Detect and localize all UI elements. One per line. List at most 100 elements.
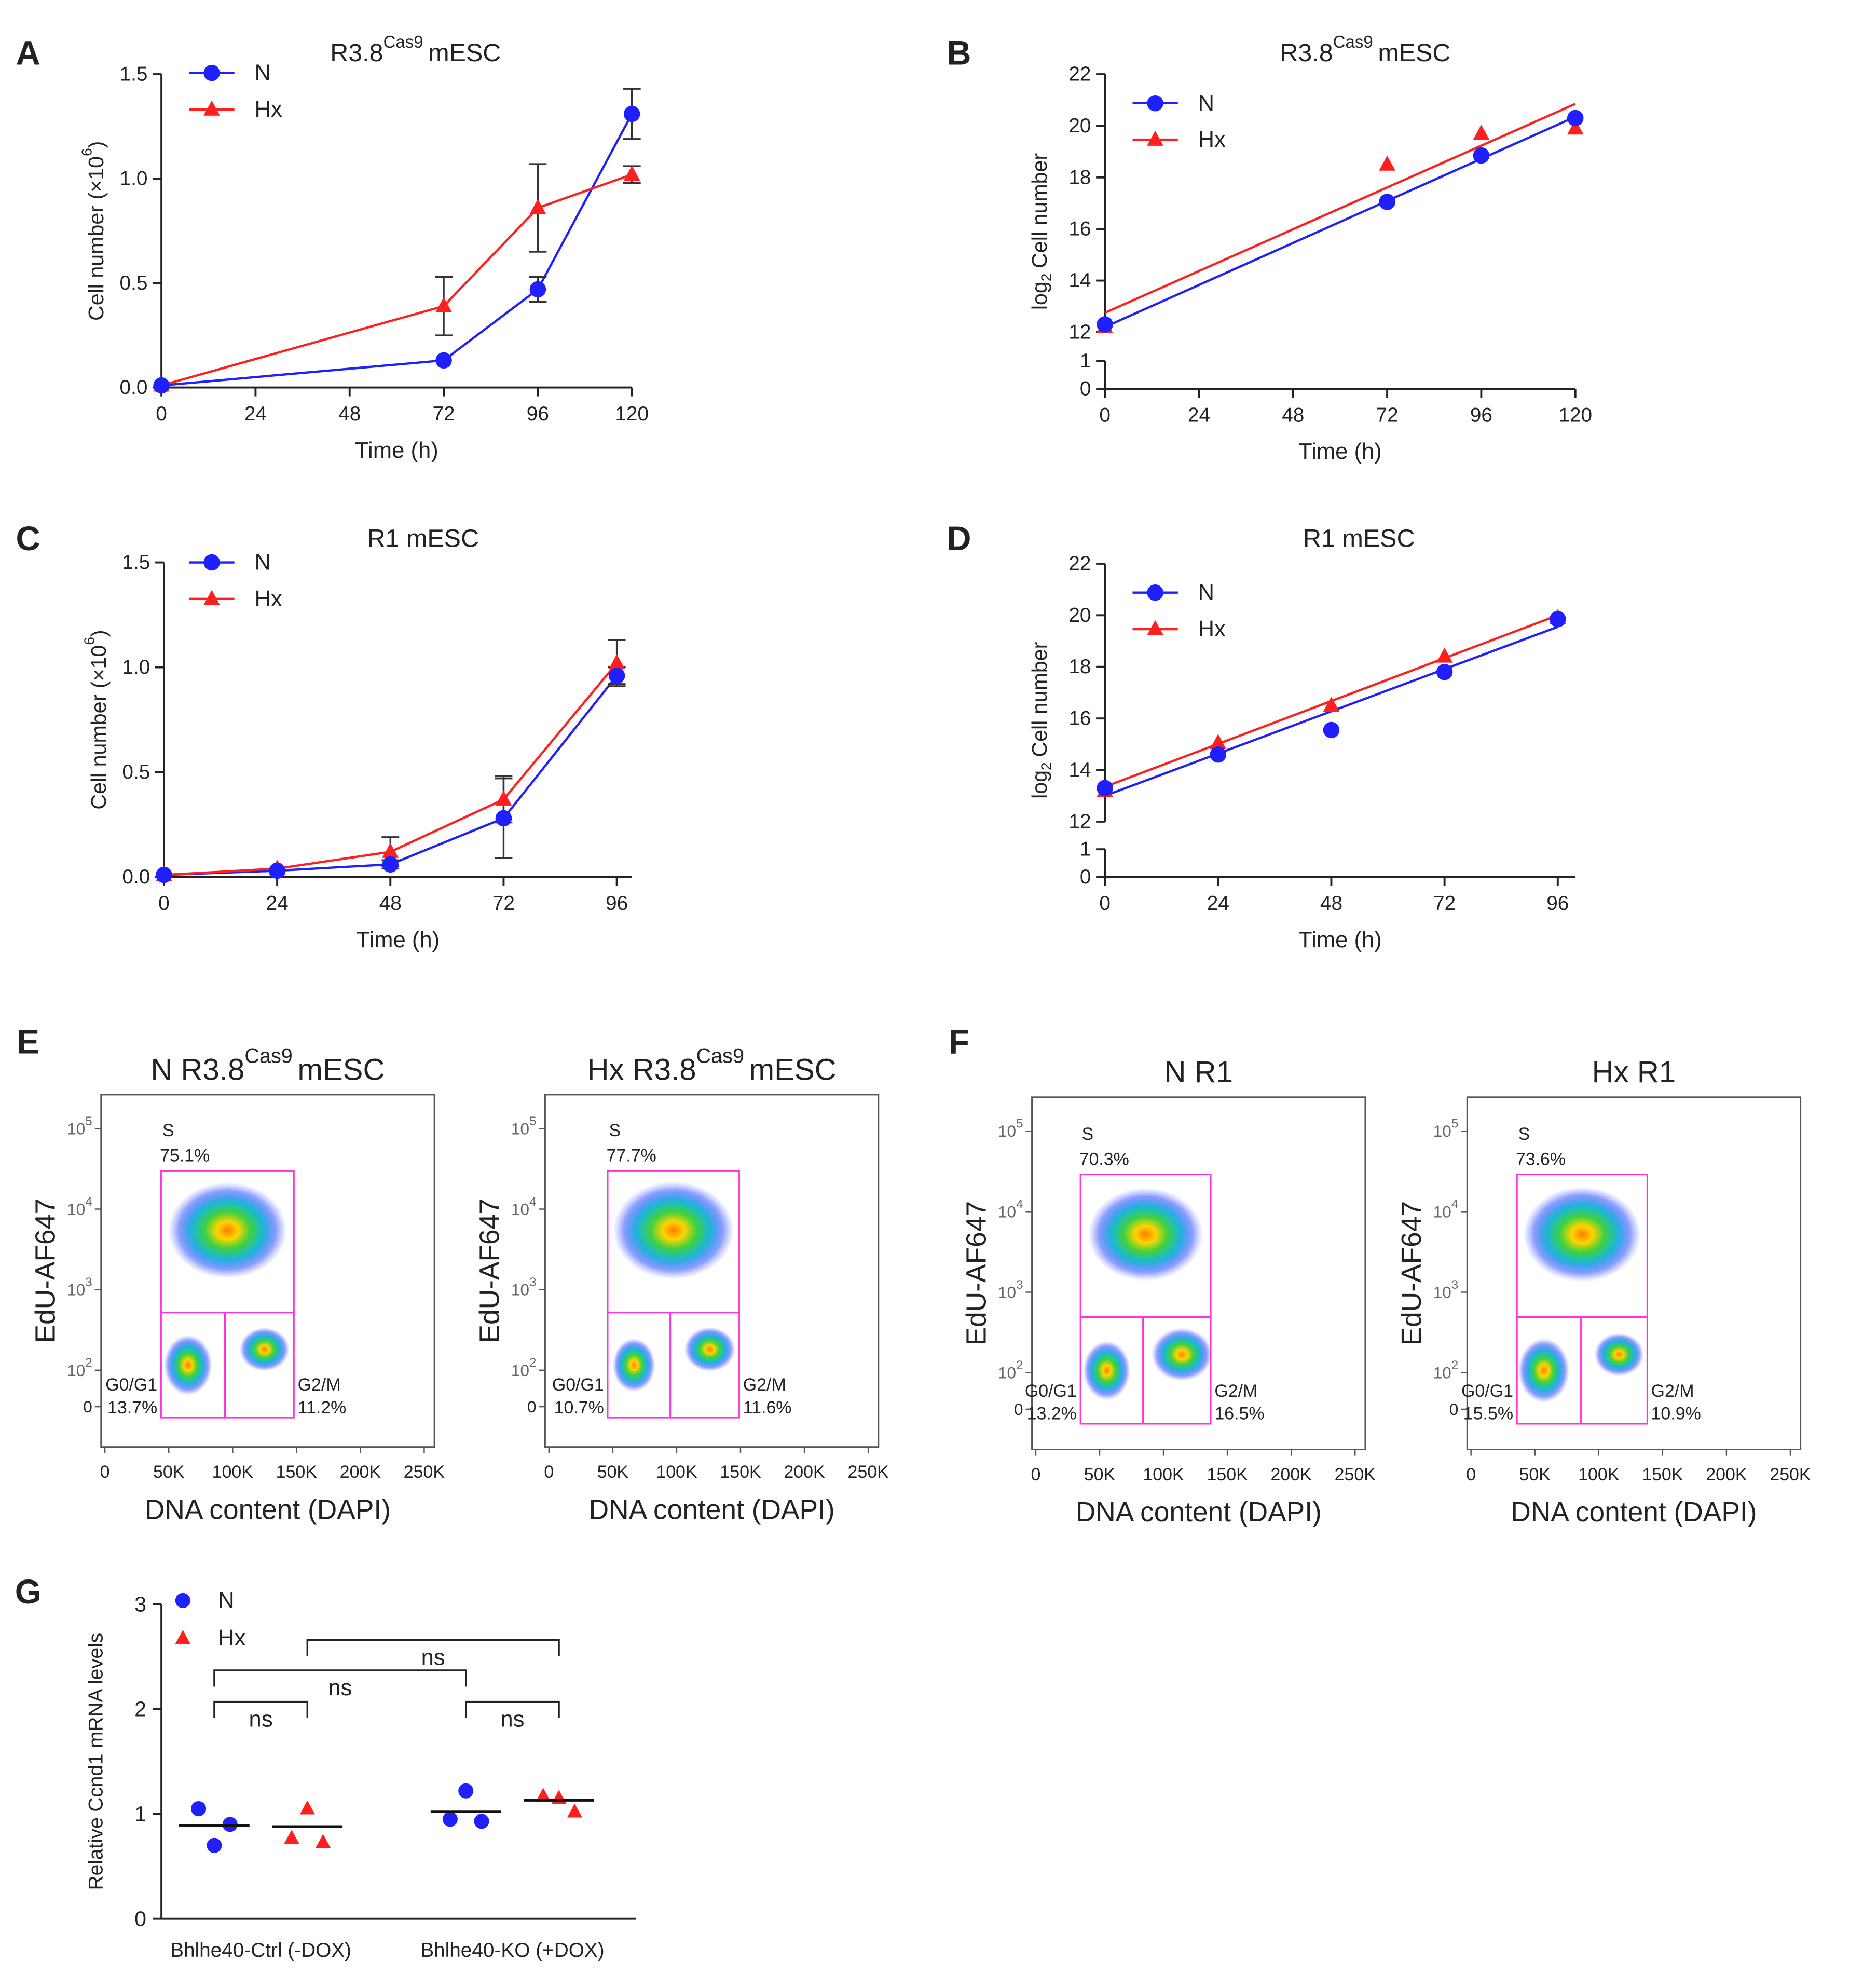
x-tick-label: 48 <box>338 403 361 425</box>
y-tick-label: 0 <box>527 1397 537 1416</box>
x-tick-label: 96 <box>1470 404 1492 426</box>
text-part: 2 <box>1038 762 1054 770</box>
text-part: 10 <box>1433 1122 1451 1140</box>
density-cloud <box>1151 1328 1213 1381</box>
plot-frame <box>544 1094 880 1448</box>
marker <box>191 1801 207 1817</box>
gate-percent: 77.7% <box>607 1146 656 1165</box>
y-axis-label: log2 Cell number <box>1027 642 1054 799</box>
text-part: 10 <box>67 1361 85 1380</box>
text-part: Cell number (×10 <box>84 156 108 321</box>
y-tick-label: 102 <box>998 1358 1023 1382</box>
gate-percent: 15.5% <box>1463 1404 1513 1424</box>
y-tick-label: 1 <box>134 1802 146 1826</box>
x-tick-label: 0 <box>1031 1465 1040 1485</box>
y-tick-label: 0.0 <box>120 376 148 399</box>
text-part: R3.8 <box>330 39 383 67</box>
y-tick-label: 104 <box>998 1197 1023 1221</box>
y-tick-label: 104 <box>1433 1197 1459 1221</box>
chart-title: R3.8Cas9 mESC <box>1280 32 1450 66</box>
x-axis-label: DNA content (DAPI) <box>1076 1497 1322 1528</box>
marker <box>608 654 625 670</box>
text-part: 3 <box>85 1275 92 1289</box>
y-tick-label: 1 <box>1080 838 1091 861</box>
text-part: Cas9 <box>383 32 423 51</box>
text-part: log <box>1027 281 1051 310</box>
marker <box>1379 194 1395 210</box>
marker <box>435 352 452 369</box>
chart-title: R3.8Cas9 mESC <box>330 32 501 66</box>
legend-label: N <box>254 61 271 86</box>
legend-label: Hx <box>1198 617 1226 642</box>
marker <box>495 790 512 806</box>
text-part: 3 <box>1016 1277 1023 1291</box>
marker <box>529 199 546 214</box>
legend-label: Hx <box>218 1626 246 1651</box>
y-tick-label: 2 <box>134 1697 146 1721</box>
marker <box>567 1803 582 1818</box>
text-part: Cell number <box>1027 153 1051 268</box>
y-tick-label: 22 <box>1068 63 1091 86</box>
y-tick-label: 105 <box>511 1114 537 1138</box>
x-tick-label: 0 <box>544 1462 554 1482</box>
text-part: 6 <box>81 637 97 645</box>
text-part: 10 <box>511 1281 529 1299</box>
x-tick-label: 200K <box>1706 1465 1747 1485</box>
y-tick-label: 0 <box>83 1397 92 1416</box>
gate-name: G2/M <box>1651 1381 1694 1401</box>
marker <box>382 842 399 858</box>
text-part: 10 <box>998 1202 1016 1221</box>
y-tick-label: 103 <box>1433 1277 1459 1301</box>
marker <box>458 1783 474 1799</box>
text-part: 4 <box>1451 1197 1458 1211</box>
x-tick-label: Bhlhe40-KO (+DOX) <box>420 1939 604 1962</box>
text-part: Hx R3.8 <box>587 1053 696 1086</box>
y-tick-label: 102 <box>1433 1358 1459 1382</box>
x-tick-label: 0 <box>1466 1465 1476 1485</box>
marker <box>474 1814 489 1829</box>
y-tick-label: 103 <box>67 1275 92 1299</box>
x-axis-label: Time (h) <box>1298 439 1382 464</box>
gate-g2m <box>1142 1316 1212 1425</box>
y-tick-label: 14 <box>1068 759 1091 781</box>
significance-label: ns <box>328 1676 352 1700</box>
text-part: Cell number (×10 <box>87 645 111 810</box>
x-tick-label: 100K <box>656 1462 697 1482</box>
panel-label: E <box>17 1023 39 1061</box>
x-tick-label: 24 <box>1207 892 1229 915</box>
panel-label: A <box>16 34 40 72</box>
y-tick-label: 12 <box>1068 810 1091 833</box>
gate-name: G2/M <box>743 1375 786 1395</box>
x-axis-label: DNA content (DAPI) <box>145 1494 391 1525</box>
y-tick-label: 0 <box>1080 866 1091 888</box>
y-tick-label: 102 <box>511 1356 537 1380</box>
marker <box>203 64 220 81</box>
y-tick-label: 1.5 <box>120 63 148 86</box>
x-tick-label: 250K <box>848 1462 889 1482</box>
y-tick-label: 103 <box>511 1275 537 1299</box>
text-part: 5 <box>1016 1116 1023 1131</box>
text-part: Cell number <box>1027 642 1051 757</box>
text-part: 10 <box>511 1361 529 1380</box>
y-tick-label: 1 <box>1080 350 1091 372</box>
x-tick-label: 100K <box>1578 1465 1620 1485</box>
text-part: 5 <box>85 1114 92 1128</box>
marker <box>623 165 640 181</box>
y-axis-label: EdU-AF647 <box>1396 1201 1427 1346</box>
text-part: 10 <box>511 1200 529 1219</box>
y-tick-label: 105 <box>67 1114 92 1138</box>
y-axis-label: log2 Cell number <box>1027 153 1054 310</box>
text-part: 6 <box>78 148 94 156</box>
gate-percent: 13.7% <box>107 1398 157 1418</box>
y-tick-label: 102 <box>67 1356 92 1380</box>
marker <box>536 1788 551 1802</box>
y-tick-label: 105 <box>998 1116 1023 1140</box>
x-tick-label: 50K <box>1084 1465 1116 1485</box>
marker <box>1097 316 1113 333</box>
marker <box>175 1592 190 1608</box>
y-tick-label: 14 <box>1068 269 1091 292</box>
x-tick-label: 200K <box>1271 1465 1312 1485</box>
significance-label: ns <box>249 1707 273 1732</box>
text-part: R3.8 <box>1280 39 1333 67</box>
